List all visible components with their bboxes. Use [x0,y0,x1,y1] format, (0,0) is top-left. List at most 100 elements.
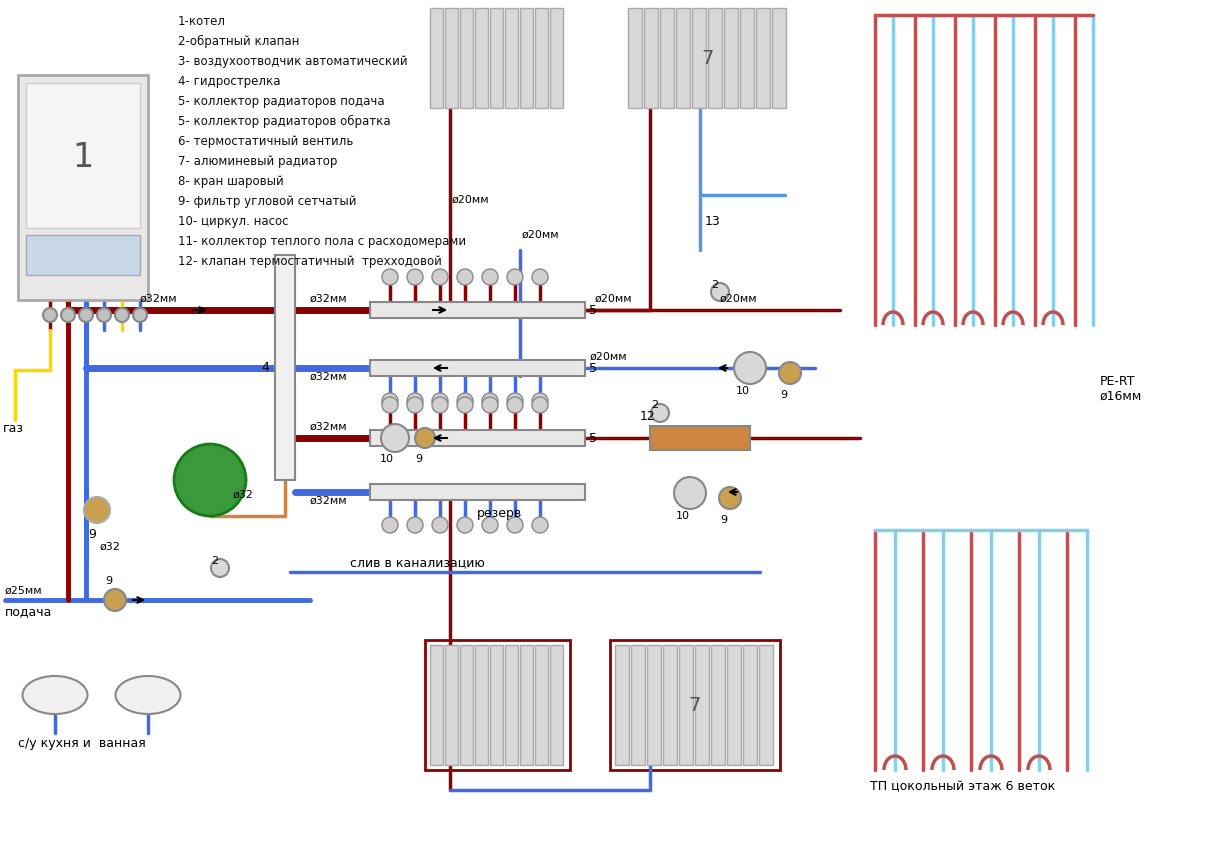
Circle shape [482,517,498,533]
Text: PE-RT
ø16мм: PE-RT ø16мм [1099,375,1142,403]
Text: с/у кухня и  ванная: с/у кухня и ванная [18,737,146,750]
Circle shape [212,559,229,577]
Circle shape [508,393,523,409]
Circle shape [508,397,523,413]
Circle shape [97,308,111,322]
Bar [711,645,725,765]
Circle shape [382,393,397,409]
Circle shape [779,362,801,384]
Text: 4: 4 [262,361,269,374]
Text: ø20мм: ø20мм [522,230,560,240]
Text: 5: 5 [589,304,597,317]
Text: подача: подача [5,605,53,618]
Text: ø20мм: ø20мм [596,294,632,304]
Text: резерв: резерв [477,507,522,520]
Bar [460,8,473,108]
Circle shape [674,477,706,509]
Bar [475,645,488,765]
Text: ø32мм: ø32мм [309,372,347,382]
Bar [772,8,786,108]
Text: газ: газ [2,422,24,435]
Text: 8- кран шаровый: 8- кран шаровый [179,175,284,188]
Bar [645,8,658,108]
Text: 9: 9 [416,454,423,464]
Text: 4- гидрострелка: 4- гидрострелка [179,75,280,88]
Bar [490,8,503,108]
Bar [371,360,585,376]
Text: 10: 10 [380,454,394,464]
Bar [445,8,457,108]
Text: ТП цокольный этаж 6 веток: ТП цокольный этаж 6 веток [870,780,1055,793]
Text: ø32: ø32 [100,542,121,552]
Circle shape [104,589,126,611]
Bar [460,645,473,765]
Text: ø32мм: ø32мм [309,422,347,432]
Bar [26,235,139,275]
Bar [520,645,533,765]
Text: 9: 9 [105,576,113,586]
Bar [631,645,645,765]
Bar [445,645,457,765]
Text: 13: 13 [704,215,720,228]
Text: 9: 9 [720,515,728,525]
Circle shape [532,397,548,413]
Circle shape [482,397,498,413]
Text: 7: 7 [702,48,714,67]
Text: 12- клапан термостатичный  трехходовой: 12- клапан термостатичный трехходовой [179,255,442,268]
Bar [615,645,629,765]
Circle shape [133,308,147,322]
Text: 1: 1 [72,141,94,174]
Text: ø32мм: ø32мм [139,294,177,304]
Text: 9- фильтр угловой сетчатый: 9- фильтр угловой сетчатый [179,195,356,208]
Bar [740,8,755,108]
Bar [660,8,674,108]
Bar [726,645,741,765]
Circle shape [651,404,669,422]
Circle shape [719,487,741,509]
Bar [610,640,780,770]
Bar [505,8,519,108]
Circle shape [79,308,93,322]
Bar [490,645,503,765]
Circle shape [457,269,473,285]
Circle shape [382,269,397,285]
Circle shape [382,424,408,452]
Text: 7: 7 [689,696,701,715]
Bar [649,426,750,450]
Circle shape [508,269,523,285]
Bar [695,645,709,765]
Bar [550,645,563,765]
Circle shape [407,269,423,285]
Circle shape [382,517,397,533]
Bar [679,645,693,765]
Bar [744,645,757,765]
Bar [371,430,585,446]
Text: 2: 2 [212,556,219,566]
Circle shape [457,517,473,533]
Bar [708,8,722,108]
Circle shape [532,393,548,409]
Bar [371,484,585,500]
Bar [430,8,443,108]
Circle shape [407,393,423,409]
Circle shape [432,517,448,533]
Text: ø32мм: ø32мм [309,294,347,304]
Bar [475,8,488,108]
Text: 10: 10 [736,386,750,396]
Bar [505,645,519,765]
Bar [426,640,570,770]
Text: 6- термостатичный вентиль: 6- термостатичный вентиль [179,135,353,148]
Circle shape [415,428,435,448]
Circle shape [482,269,498,285]
Circle shape [43,308,57,322]
Circle shape [711,283,729,301]
Bar [724,8,737,108]
Text: 2-обратный клапан: 2-обратный клапан [179,35,300,48]
Bar [759,645,773,765]
Bar [663,645,678,765]
Text: 9: 9 [780,390,788,400]
Circle shape [407,397,423,413]
Ellipse shape [22,676,88,714]
Bar [534,645,548,765]
Circle shape [508,517,523,533]
